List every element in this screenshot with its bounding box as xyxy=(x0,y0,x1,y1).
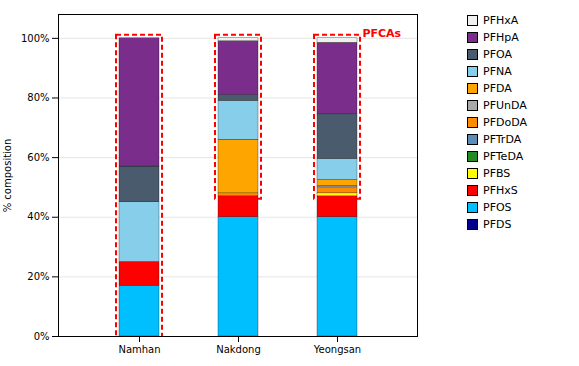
svg-text:Namhan: Namhan xyxy=(118,344,160,355)
svg-text:80%: 80% xyxy=(27,92,49,103)
svg-text:0%: 0% xyxy=(34,331,50,342)
svg-text:Nakdong: Nakdong xyxy=(216,344,261,355)
svg-text:% composition: % composition xyxy=(2,139,13,213)
svg-text:Yeongsan: Yeongsan xyxy=(313,344,361,355)
svg-text:100%: 100% xyxy=(21,33,50,44)
svg-text:20%: 20% xyxy=(27,271,49,282)
html-text:PFDoDA: PFDoDA xyxy=(483,116,527,129)
svg-text:40%: 40% xyxy=(27,211,49,222)
svg-text:60%: 60% xyxy=(27,152,49,163)
svg-text:PFCAs: PFCAs xyxy=(362,27,401,40)
html-text:PFHpA: PFHpA xyxy=(483,31,519,44)
html-text:PFHxS: PFHxS xyxy=(483,184,518,197)
html-text:PFOS: PFOS xyxy=(483,201,512,214)
html-text:PFTrDA: PFTrDA xyxy=(483,133,522,146)
html-text:PFBS: PFBS xyxy=(483,167,511,180)
html-text:PFDA: PFDA xyxy=(483,82,512,95)
html-text:PFTeDA: PFTeDA xyxy=(483,150,524,163)
html-text:PFUnDA: PFUnDA xyxy=(483,99,527,112)
html-text:PFOA: PFOA xyxy=(483,48,512,61)
html-text:PFDS: PFDS xyxy=(483,218,512,231)
html-text:PFNA: PFNA xyxy=(483,65,512,78)
html-text:PFHxA: PFHxA xyxy=(483,14,519,27)
